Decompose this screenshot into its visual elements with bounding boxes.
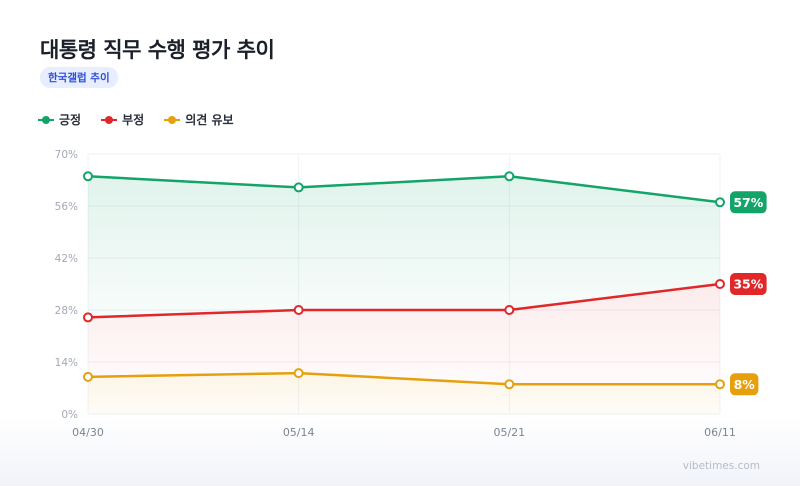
data-point-positive [504, 171, 515, 182]
data-point-positive [715, 197, 725, 208]
data-point-reserved [715, 379, 725, 390]
x-tick-label: 05/21 [493, 426, 525, 439]
data-point-positive [293, 182, 304, 193]
data-point-negative [504, 305, 515, 315]
data-point-negative [293, 305, 304, 315]
y-tick-label: 42% [55, 253, 78, 265]
legend: 긍정 부정 의견 유보 [38, 111, 234, 128]
data-point-reserved [293, 368, 304, 379]
legend-marker-icon [38, 115, 54, 124]
end-value-badge [730, 373, 759, 396]
data-point-negative [715, 279, 725, 289]
area-positive [88, 176, 720, 318]
legend-marker-icon [164, 115, 181, 124]
y-tick-label: 28% [55, 305, 78, 317]
data-point-reserved [504, 379, 515, 390]
y-tick-label: 70% [55, 149, 78, 161]
series-line-positive [86, 175, 722, 204]
data-point-positive [83, 171, 93, 182]
end-value-badge [730, 273, 767, 295]
y-tick-label: 0% [61, 409, 78, 421]
series-line-negative [86, 282, 722, 319]
legend-label: 의견 유보 [185, 113, 234, 127]
chart-title: 대통령 직무 수행 평가 추이 [40, 38, 275, 62]
legend-marker-icon [101, 115, 118, 124]
y-tick-label: 14% [55, 357, 78, 369]
legend-item-reserved: 의견 유보 [164, 111, 234, 128]
data-point-reserved [83, 371, 93, 382]
area-reserved [88, 373, 720, 414]
source-badge: 한국갤럽 추이 [40, 67, 118, 88]
legend-item-positive: 긍정 [38, 111, 81, 128]
end-value-label: 57% [733, 195, 763, 210]
x-tick-label: 04/30 [72, 426, 104, 439]
area-negative [88, 284, 720, 385]
x-tick-label: 05/14 [283, 426, 315, 439]
end-value-label: 8% [734, 377, 756, 392]
series-line-reserved [86, 371, 722, 386]
legend-label: 긍정 [59, 113, 82, 127]
legend-item-negative: 부정 [101, 111, 144, 128]
legend-label: 부정 [122, 113, 145, 127]
data-point-negative [83, 312, 93, 323]
footer-credit: vibetimes.com [682, 460, 760, 472]
end-value-badge [730, 191, 767, 214]
y-tick-label: 56% [55, 201, 78, 213]
x-tick-label: 06/11 [704, 426, 736, 439]
end-value-label: 35% [733, 277, 763, 292]
